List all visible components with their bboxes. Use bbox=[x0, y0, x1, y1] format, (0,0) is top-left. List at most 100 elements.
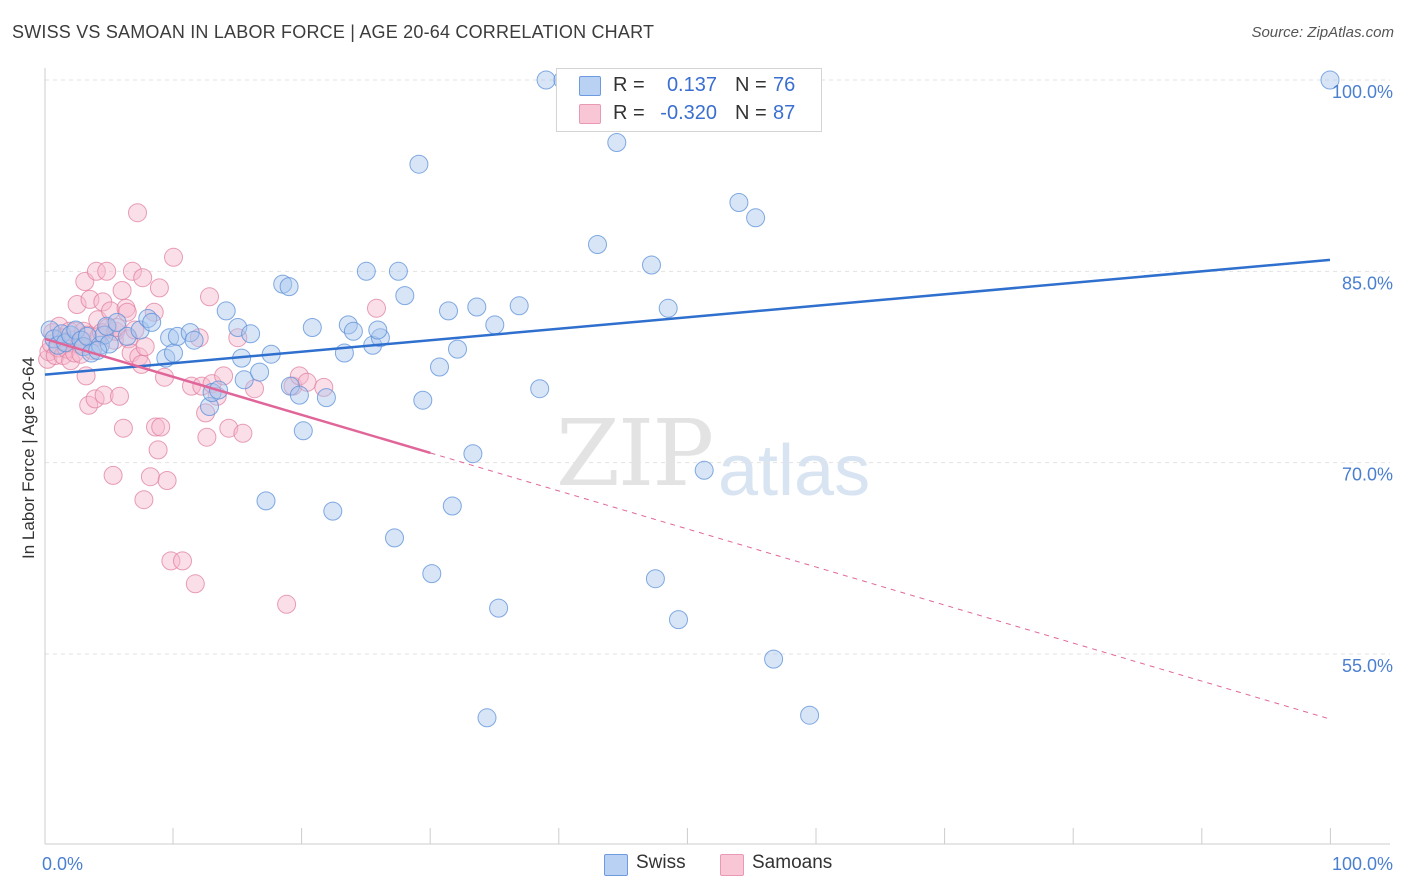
samoan-trend-line bbox=[44, 337, 431, 455]
swiss-point bbox=[430, 357, 449, 377]
bottom-swiss-label: Swiss bbox=[636, 852, 686, 873]
swiss-point bbox=[66, 320, 86, 340]
swiss-point bbox=[200, 397, 219, 416]
samoan-point bbox=[94, 385, 114, 405]
swiss-r-label: R = bbox=[613, 73, 645, 96]
swiss-point bbox=[422, 564, 442, 584]
samoan-point bbox=[367, 298, 386, 318]
swiss-point bbox=[302, 318, 322, 337]
bottom-swiss-swatch bbox=[604, 854, 628, 876]
samoan-point bbox=[228, 328, 248, 348]
chart-title: SWISS VS SAMOAN IN LABOR FORCE | AGE 20-… bbox=[12, 22, 655, 42]
swiss-point bbox=[338, 315, 358, 335]
swiss-point bbox=[395, 286, 415, 306]
samoan-point bbox=[86, 261, 106, 281]
samoan-point bbox=[112, 281, 132, 300]
axes bbox=[44, 68, 1390, 845]
swiss-point bbox=[234, 370, 254, 390]
swiss-point bbox=[138, 309, 158, 328]
swiss-point bbox=[467, 297, 487, 317]
samoan-point bbox=[219, 418, 239, 438]
swiss-point bbox=[164, 343, 183, 363]
swiss-point bbox=[388, 261, 408, 281]
bottom-samoan-swatch bbox=[720, 854, 744, 876]
samoan-point bbox=[113, 418, 133, 438]
swiss-point bbox=[694, 460, 714, 480]
samoan-point bbox=[151, 417, 171, 437]
swiss-point bbox=[588, 235, 607, 254]
samoan-point bbox=[134, 490, 154, 510]
swiss-point bbox=[370, 328, 390, 348]
swiss-point bbox=[293, 421, 313, 441]
samoan-r-label: R = bbox=[613, 101, 645, 124]
swiss-point bbox=[413, 390, 433, 410]
samoan-point bbox=[133, 268, 153, 288]
swiss-point bbox=[160, 328, 180, 348]
samoan-point bbox=[173, 551, 192, 571]
swiss-point bbox=[368, 320, 388, 340]
swiss-point bbox=[289, 385, 309, 405]
swiss-point bbox=[250, 362, 270, 382]
source-credit: Source: ZipAtlas.com bbox=[1251, 24, 1394, 41]
swiss-point bbox=[746, 208, 766, 228]
samoan-point bbox=[146, 417, 165, 437]
samoan-point bbox=[101, 301, 120, 321]
swiss-point bbox=[256, 491, 276, 511]
swiss-r-value: 0.137 bbox=[666, 73, 717, 96]
y-tick-label: 70.0% bbox=[1342, 465, 1393, 485]
correlation-legend: R = 0.137 N = 76 R = -0.320 N = 87 bbox=[556, 68, 822, 132]
swiss-point bbox=[530, 379, 550, 399]
samoan-point bbox=[140, 467, 160, 487]
swiss-point bbox=[385, 528, 404, 548]
samoan-point bbox=[110, 386, 129, 406]
y-tick-label: 55.0% bbox=[1342, 656, 1393, 676]
gridlines bbox=[45, 79, 1390, 655]
swiss-point bbox=[97, 316, 117, 336]
swiss-point bbox=[184, 330, 204, 350]
samoan-n-label: N = bbox=[735, 101, 767, 124]
swiss-point bbox=[61, 325, 81, 345]
swiss-n-value: 76 bbox=[773, 73, 796, 96]
x-tick-label: 100.0% bbox=[1332, 854, 1393, 874]
swiss-point bbox=[509, 296, 529, 316]
swiss-point bbox=[316, 388, 336, 408]
swiss-point bbox=[442, 496, 462, 516]
watermark-atlas: atlas bbox=[718, 431, 871, 511]
swiss-point bbox=[409, 154, 429, 174]
swiss-point bbox=[645, 569, 665, 589]
swiss-point bbox=[142, 312, 162, 332]
samoan-point bbox=[117, 302, 137, 322]
swiss-point bbox=[489, 598, 509, 618]
samoan-point bbox=[157, 471, 177, 490]
x-tick-label: 0.0% bbox=[42, 854, 83, 874]
swiss-point bbox=[228, 318, 248, 337]
swiss-point bbox=[323, 501, 343, 521]
swiss-point bbox=[463, 444, 483, 464]
bottom-samoan-label: Samoans bbox=[752, 852, 833, 873]
swiss-point bbox=[800, 705, 820, 725]
samoan-point bbox=[128, 203, 147, 223]
swiss-point bbox=[448, 339, 467, 359]
swiss-point bbox=[107, 312, 127, 332]
samoan-point bbox=[67, 295, 87, 314]
samoan-point bbox=[189, 328, 209, 348]
y-tick-label: 85.0% bbox=[1342, 273, 1393, 293]
swiss-point bbox=[241, 324, 261, 344]
samoan-point bbox=[214, 366, 234, 386]
samoan-point bbox=[97, 261, 117, 281]
samoan-point bbox=[185, 574, 205, 594]
swiss-point bbox=[439, 301, 458, 321]
swiss-point bbox=[477, 708, 497, 728]
samoan-point bbox=[103, 465, 123, 485]
samoan-point bbox=[125, 320, 145, 340]
samoan-point bbox=[197, 427, 217, 447]
trend-lines bbox=[44, 258, 1331, 720]
swiss-point bbox=[343, 321, 363, 341]
y-axis-label: In Labor Force | Age 20-64 bbox=[19, 357, 38, 559]
samoan-point bbox=[233, 423, 253, 443]
samoan-point bbox=[277, 594, 297, 614]
samoan-point bbox=[148, 440, 168, 460]
swiss-swatch bbox=[579, 76, 601, 96]
swiss-series bbox=[40, 70, 1340, 728]
